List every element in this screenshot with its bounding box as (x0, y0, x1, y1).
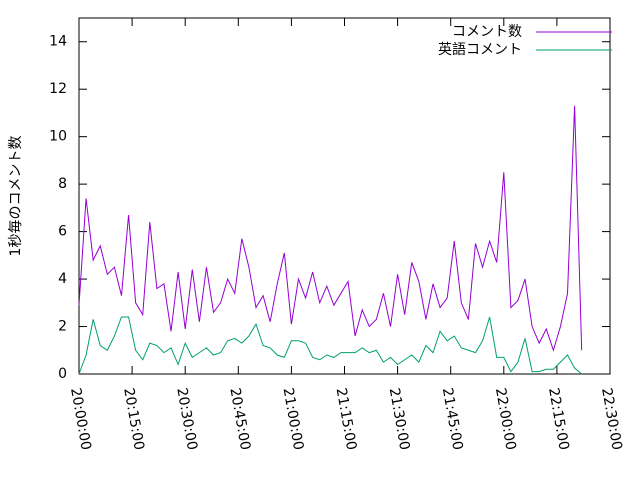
y-tick-label: 4 (58, 271, 67, 287)
y-axis-label: 1秒毎のコメント数 (8, 136, 24, 257)
data-line (78, 105, 583, 352)
data-line (78, 316, 583, 375)
y-tick-label: 10 (49, 129, 67, 145)
y-tick-label: 0 (58, 366, 67, 382)
legend-label: 英語コメント (438, 41, 522, 58)
y-tick-label: 2 (58, 319, 67, 335)
y-tick-label: 6 (58, 224, 67, 240)
legend-label: コメント数 (452, 24, 522, 40)
y-tick-label: 12 (49, 81, 67, 97)
y-tick-label: 14 (49, 34, 67, 50)
y-tick-label: 8 (58, 176, 67, 192)
